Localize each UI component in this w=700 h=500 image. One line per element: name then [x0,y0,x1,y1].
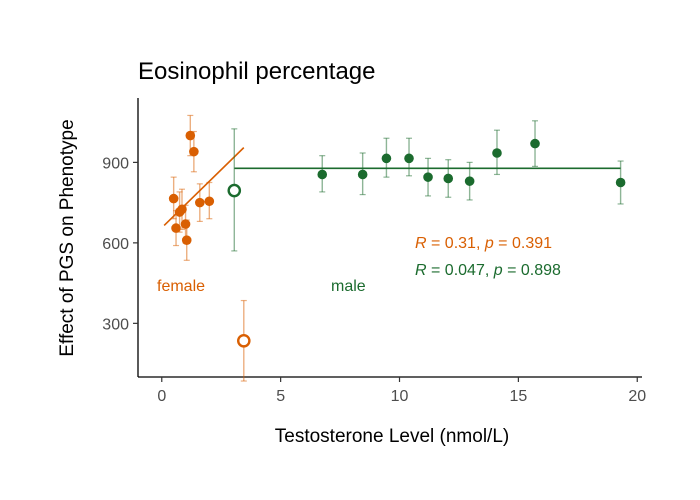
male-series-label: male [331,278,366,295]
x-tick-label: 0 [157,388,166,405]
male-data-point [357,169,368,180]
male-r-value: 0.047 [445,262,485,279]
y-axis-title: Effect of PGS on Phenotype [57,119,78,356]
female-r-value: 0.31 [445,235,476,252]
female-data-point [189,146,199,157]
male-p-value: 0.898 [521,262,561,279]
male-summary-point [227,183,242,198]
male-data-point [404,153,414,164]
y-tick-label: 300 [102,316,129,333]
axes: 0 5 10 15 20 300 600 900 [102,98,646,405]
x-tick-label: 10 [391,388,409,405]
female-data-point [177,204,187,215]
male-data-point [381,153,392,164]
data-points [168,130,626,348]
female-summary-point [236,333,251,348]
female-data-point [185,130,196,141]
male-data-point [492,148,502,158]
chart-title: Eosinophil percentage [138,58,376,85]
female-data-point [195,197,205,208]
male-data-point [443,173,454,184]
male-correlation-stat: R = 0.047, p = 0.898 [415,262,561,279]
x-tick-label: 20 [628,388,646,405]
female-data-point [181,235,192,245]
x-tick-label: 15 [509,388,527,405]
x-tick-label: 5 [276,388,285,405]
female-data-point [168,193,179,204]
x-axis-title: Testosterone Level (nmol/L) [275,426,509,447]
male-data-point [615,177,626,188]
male-data-point [423,172,433,182]
female-p-value: 0.391 [512,235,552,252]
y-tick-label: 600 [102,236,129,253]
female-correlation-stat: R = 0.31, p = 0.391 [415,235,552,252]
female-data-point [204,196,215,207]
female-data-point [171,223,181,233]
y-tick-label: 900 [102,155,129,172]
female-data-point [180,219,191,229]
male-data-point [530,138,540,149]
female-series-label: female [157,278,205,295]
male-data-point [464,176,475,186]
male-data-point [317,169,328,180]
